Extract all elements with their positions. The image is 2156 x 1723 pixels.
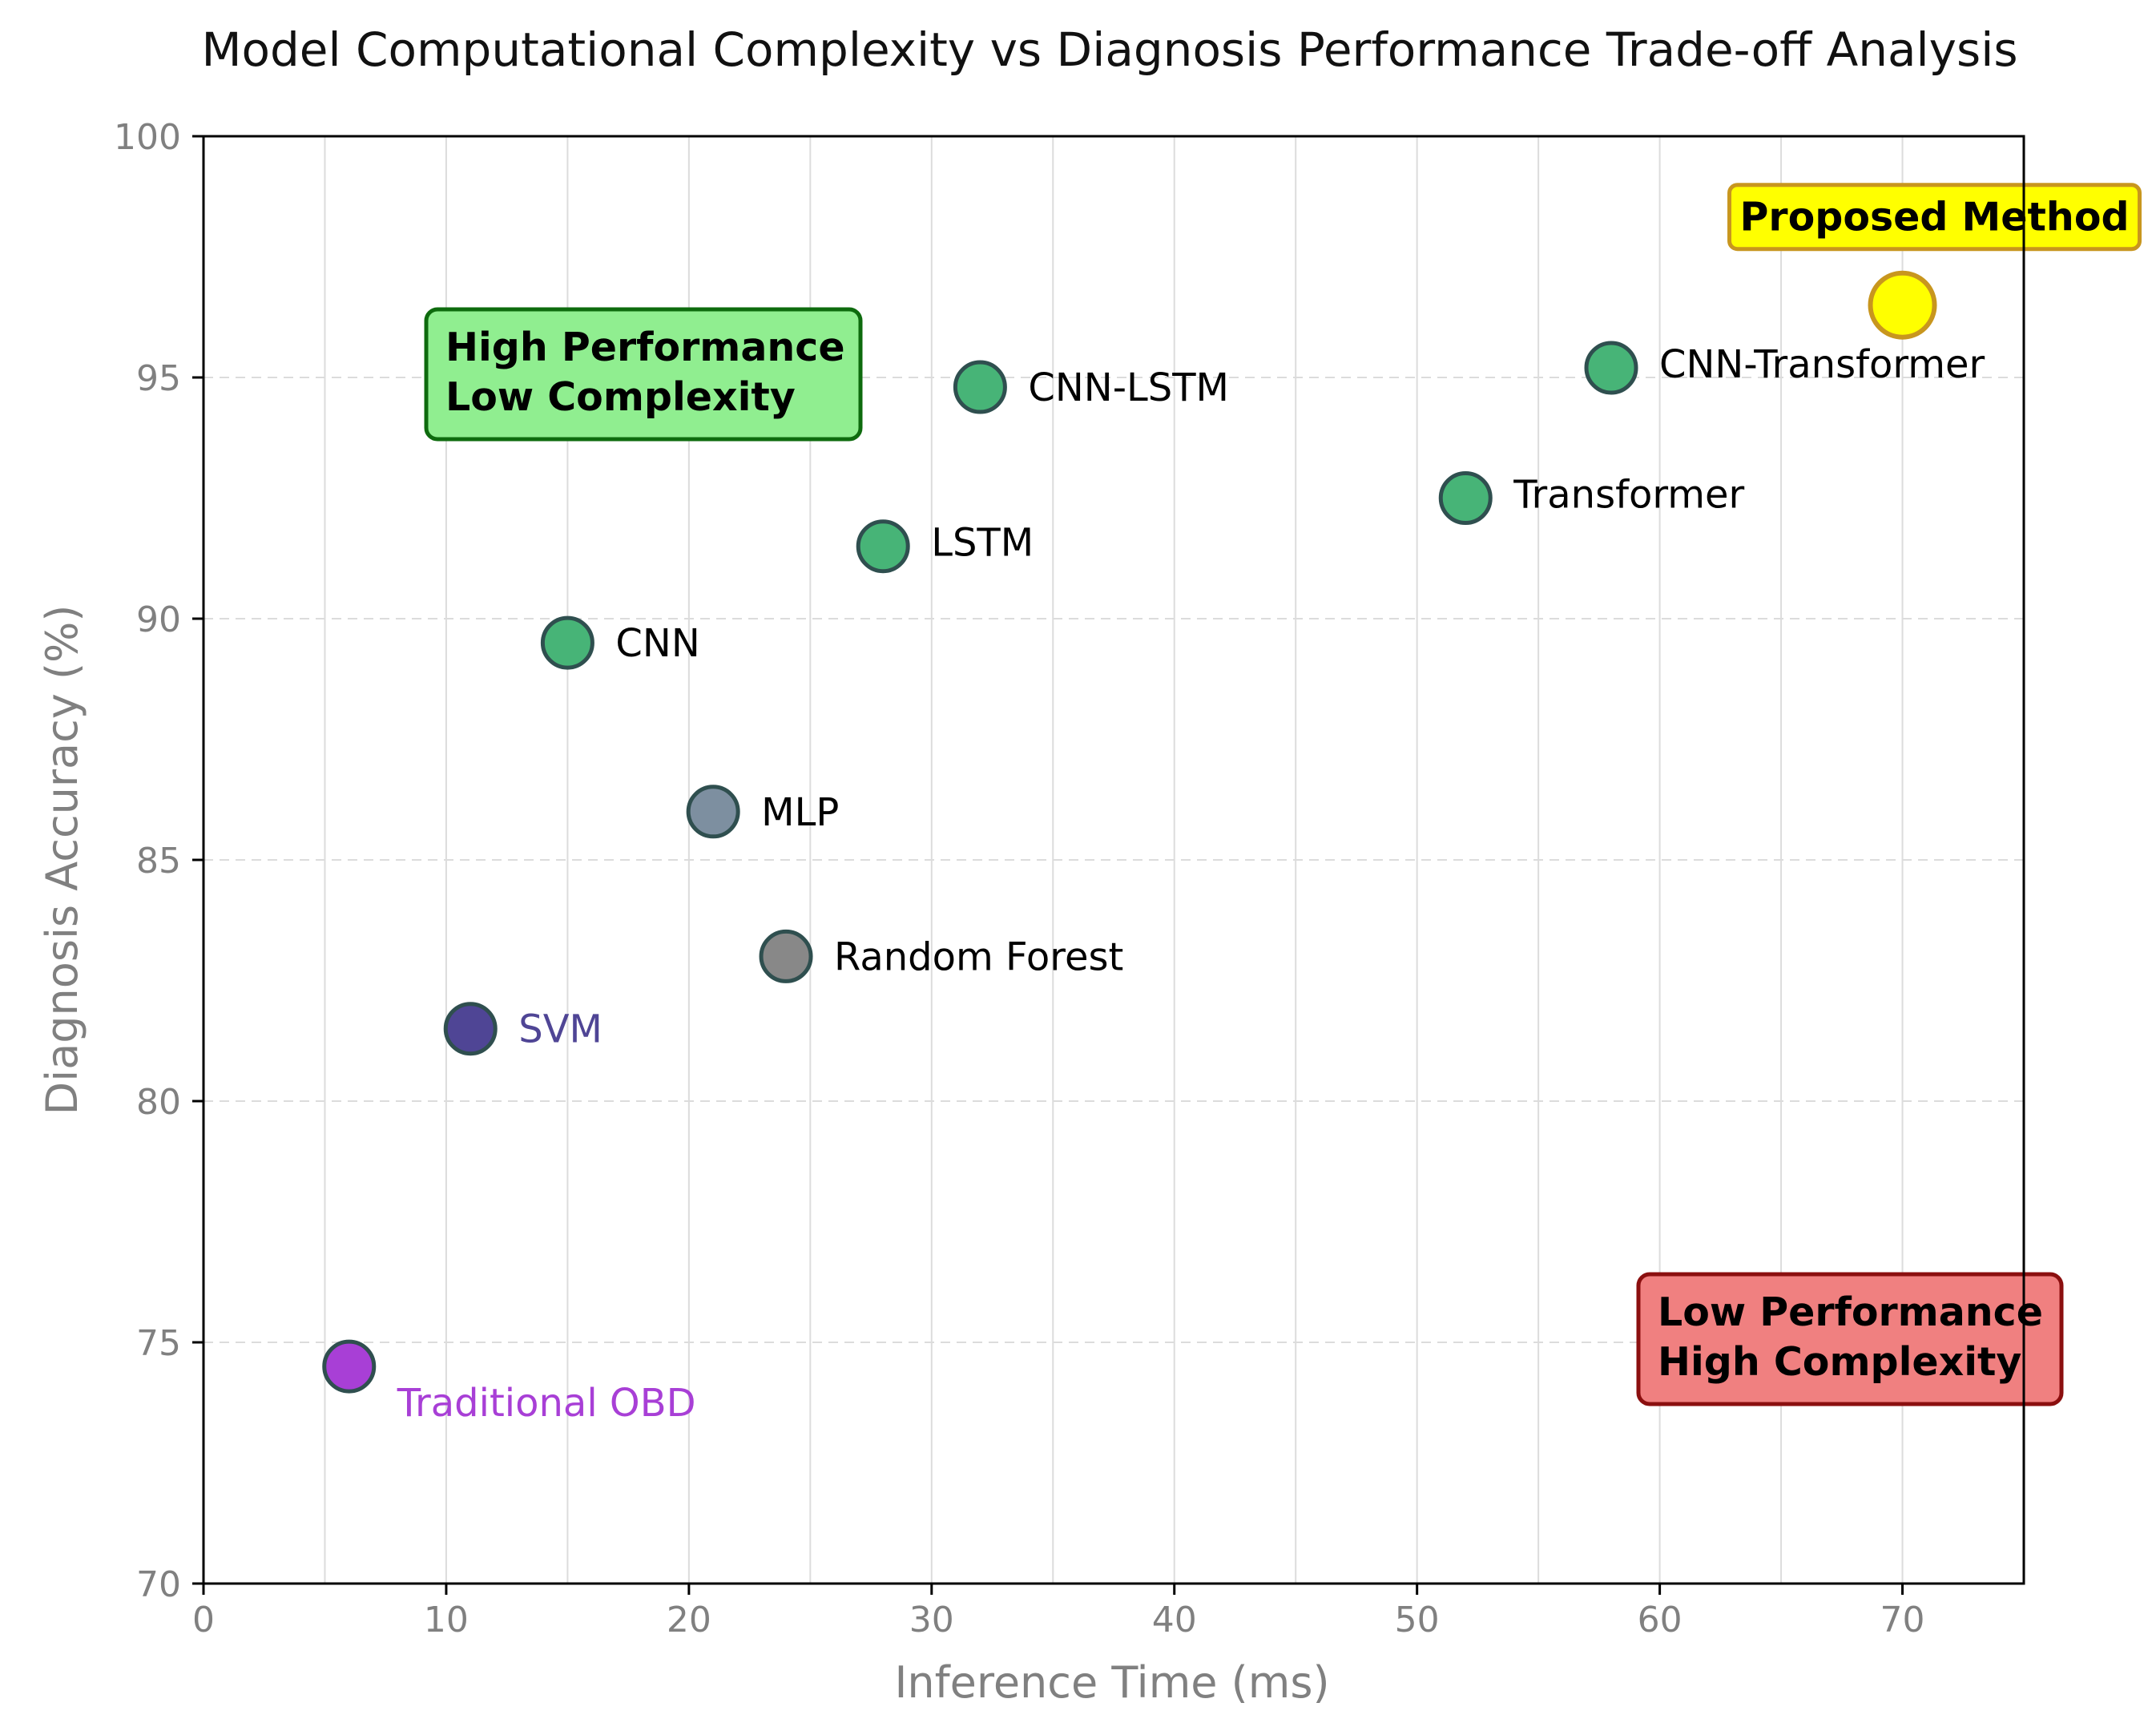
- point-label: Transformer: [1513, 473, 1744, 518]
- chart-title: Model Computational Complexity vs Diagno…: [201, 22, 2017, 77]
- region-annotation-text: High Complexity: [1658, 1339, 2021, 1385]
- point-label: CNN-Transformer: [1659, 342, 1985, 387]
- point-label: Proposed Method: [1740, 195, 2130, 240]
- data-point: [856, 519, 910, 574]
- x-tick-label: 70: [1880, 1600, 1925, 1640]
- x-tick-label: 50: [1395, 1600, 1440, 1640]
- data-point: [540, 615, 594, 670]
- data-point: [1584, 341, 1638, 395]
- region-annotation-box: [1636, 1272, 2064, 1406]
- data-point: [953, 360, 1007, 414]
- point-labels: Traditional OBD SVM Random Forest MLP CNN LST…: [397, 183, 2142, 1426]
- data-point: [443, 1002, 498, 1056]
- x-axis-title: Inference Time (ms): [894, 1657, 1329, 1708]
- y-tick-label: 80: [136, 1082, 181, 1123]
- y-axis: 70 75 80 85 90 95 100: [114, 117, 204, 1605]
- point-label: MLP: [761, 790, 839, 835]
- y-tick-label: 100: [114, 117, 181, 158]
- x-tick-label: 20: [667, 1600, 711, 1640]
- y-axis-title: Diagnosis Accuracy (%): [37, 605, 87, 1116]
- point-label: Traditional OBD: [397, 1381, 696, 1426]
- y-tick-label: 75: [136, 1323, 181, 1364]
- region-annotation-text: Low Complexity: [445, 374, 796, 420]
- region-annotation-text: High Performance: [445, 325, 845, 370]
- data-point: [1438, 471, 1493, 525]
- x-tick-label: 10: [424, 1600, 469, 1640]
- data-points: [322, 270, 1937, 1394]
- proposed-method-label-box: [1727, 183, 2142, 252]
- y-tick-label: 70: [136, 1564, 181, 1605]
- x-tick-label: 40: [1152, 1600, 1197, 1640]
- x-axis: 0 10 20 30 40 50 60 70: [192, 1584, 1925, 1640]
- point-label: CNN-LSTM: [1028, 365, 1229, 410]
- x-tick-label: 0: [192, 1600, 215, 1640]
- y-tick-label: 95: [136, 358, 181, 399]
- point-label: CNN: [615, 621, 699, 666]
- data-point: [759, 929, 813, 983]
- point-label: LSTM: [931, 521, 1034, 566]
- data-point: [322, 1339, 377, 1394]
- region-annotation-text: Low Performance: [1658, 1289, 2043, 1335]
- y-tick-label: 85: [136, 841, 181, 882]
- y-tick-label: 90: [136, 599, 181, 640]
- region-annotation-box: [424, 307, 863, 442]
- x-tick-label: 60: [1638, 1600, 1682, 1640]
- point-label: Random Forest: [834, 934, 1123, 979]
- data-point: [686, 785, 740, 839]
- data-point-highlighted: [1868, 270, 1937, 340]
- x-tick-label: 30: [909, 1600, 954, 1640]
- point-label: SVM: [518, 1007, 602, 1052]
